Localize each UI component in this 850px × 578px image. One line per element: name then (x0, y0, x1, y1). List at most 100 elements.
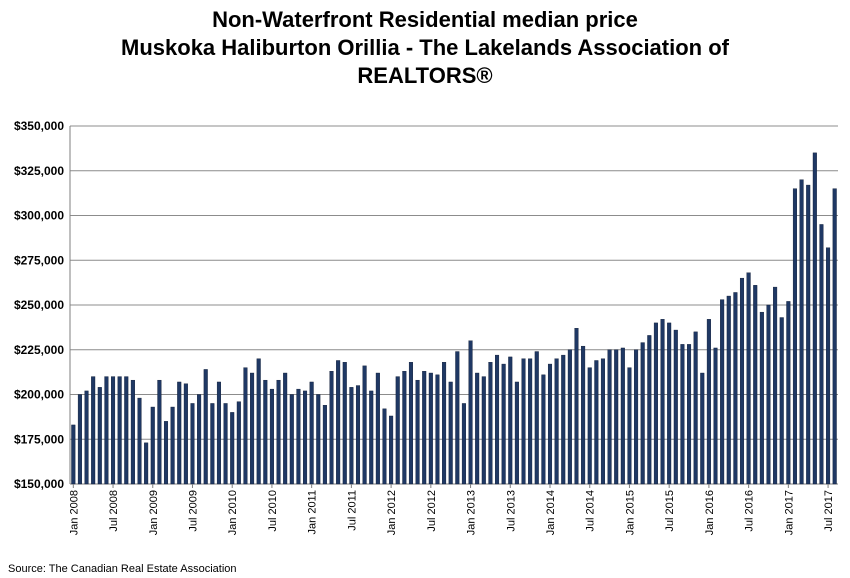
bar (561, 354, 566, 485)
x-tick-label: Jul 2016 (744, 490, 756, 532)
bar (329, 371, 334, 485)
bar (607, 349, 612, 485)
bar (137, 397, 142, 485)
bar (369, 390, 374, 485)
bar (481, 376, 486, 485)
x-tick-label: Jan 2012 (386, 490, 398, 535)
bar (687, 344, 692, 485)
x-tick-label: Jan 2016 (704, 490, 716, 535)
bar (706, 319, 711, 485)
bar (91, 376, 96, 485)
chart-title: Non-Waterfront Residential median price … (0, 6, 850, 90)
bar (77, 394, 82, 485)
x-tick-label: Jan 2010 (227, 490, 239, 535)
bar (442, 362, 447, 485)
bar (289, 394, 294, 485)
bar (362, 365, 367, 485)
bar (720, 299, 725, 485)
x-tick-label: Jul 2010 (267, 490, 279, 532)
bar (832, 188, 837, 485)
bar (316, 394, 321, 485)
bar (428, 372, 433, 485)
bar (773, 286, 778, 485)
bar (382, 408, 387, 485)
bar (508, 356, 513, 485)
bar (726, 295, 731, 485)
x-tick-label: Jan 2013 (466, 490, 478, 535)
bar (276, 379, 281, 485)
y-tick-label: $200,000 (14, 388, 64, 402)
bar (250, 372, 255, 485)
bar (819, 224, 824, 485)
bar (415, 379, 420, 485)
bar (739, 277, 745, 485)
bar (309, 381, 314, 485)
bar (547, 363, 553, 485)
bar (84, 390, 89, 485)
bar (461, 403, 466, 485)
bar (700, 372, 705, 485)
y-tick-label: $325,000 (14, 164, 64, 178)
x-tick-label: Jan 2014 (545, 490, 557, 535)
bar (130, 379, 135, 485)
bar (256, 358, 261, 485)
bar (759, 311, 764, 485)
bar (660, 319, 665, 485)
bar (157, 379, 162, 485)
bar (236, 401, 241, 485)
bar (203, 369, 208, 485)
bar (554, 358, 559, 485)
bar (389, 415, 394, 485)
bar (395, 376, 400, 485)
bar (634, 349, 639, 485)
bar (620, 347, 625, 485)
bar (574, 328, 579, 485)
bar (455, 351, 460, 485)
bar (600, 358, 605, 485)
bar (408, 362, 413, 485)
bar (647, 335, 652, 485)
bar (349, 387, 354, 485)
bar (779, 317, 784, 485)
y-tick-label: $300,000 (14, 209, 64, 223)
x-tick-label: Jul 2009 (187, 490, 199, 532)
bar (177, 381, 182, 485)
bar (488, 362, 493, 485)
bar (263, 379, 268, 485)
bar (475, 372, 480, 485)
x-tick-label: Jul 2017 (823, 490, 835, 532)
bar (680, 344, 685, 485)
x-tick-label: Jul 2013 (505, 490, 517, 532)
bar (163, 421, 169, 485)
y-tick-label: $175,000 (14, 432, 64, 446)
bar (799, 179, 804, 485)
bar (243, 367, 248, 485)
bar (614, 349, 619, 485)
title-line-1: Non-Waterfront Residential median price (212, 7, 638, 32)
x-tick-label: Jan 2017 (783, 490, 795, 535)
bar (210, 403, 215, 485)
x-tick-label: Jul 2014 (585, 490, 597, 532)
bar (71, 424, 76, 485)
bar (468, 340, 473, 485)
bar (594, 360, 599, 485)
y-tick-label: $350,000 (14, 119, 64, 133)
bar (375, 372, 380, 485)
bar (170, 406, 175, 485)
bar (402, 371, 407, 485)
bar (753, 285, 758, 485)
y-tick-label: $250,000 (14, 298, 64, 312)
y-tick-label: $275,000 (14, 253, 64, 267)
bar (673, 329, 678, 485)
bar (667, 322, 672, 485)
bar (303, 390, 308, 485)
bar (342, 362, 347, 485)
title-line-2: Muskoka Haliburton Orillia - The Lakelan… (121, 35, 729, 60)
bar (521, 358, 526, 485)
bar (183, 383, 188, 485)
x-tick-label: Jul 2015 (664, 490, 676, 532)
bar (653, 322, 658, 485)
bar (448, 381, 453, 485)
bar (104, 376, 109, 485)
